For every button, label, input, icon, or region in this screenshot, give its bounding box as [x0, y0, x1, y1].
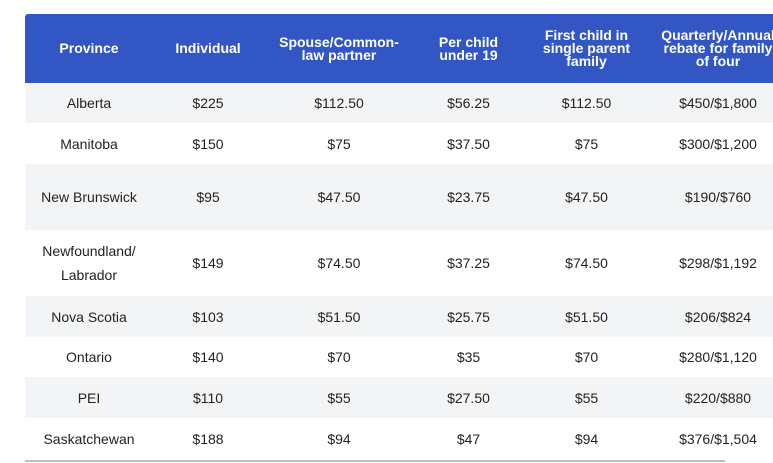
cell-rebate: $300/$1,200	[679, 135, 757, 152]
table-row: PEI $110 $55 $27.50 $55 $220/$880	[25, 377, 773, 418]
cell-first-child: $70	[574, 349, 599, 365]
header-spouse: Spouse/Common-law partner	[279, 33, 399, 63]
cell-rebate: $450/$1,800	[679, 95, 757, 111]
table-row: Manitoba $150 $75 $37.50 $75 $300/$1,200	[25, 123, 773, 164]
cell-first-child: $47.50	[565, 189, 608, 205]
cell-per-child: $35	[456, 349, 481, 365]
cell-first-child: $55	[574, 389, 599, 406]
cell-province: Ontario	[66, 349, 112, 365]
cell-rebate: $220/$880	[684, 389, 752, 406]
cell-province: Alberta	[66, 95, 112, 111]
header-individual: Individual	[175, 40, 241, 56]
cell-individual: $225	[192, 95, 224, 111]
cell-individual: $95	[196, 189, 220, 205]
rebate-table: Province Individual Spouse/Common-law pa…	[25, 14, 773, 459]
table-row: Alberta $225 $112.50 $56.25 $112.50 $450…	[25, 83, 773, 123]
cell-province: Saskatchewan	[43, 430, 135, 447]
table-header-row: Province Individual Spouse/Common-law pa…	[25, 14, 773, 83]
rebate-table-container: Province Individual Spouse/Common-law pa…	[25, 14, 773, 459]
cell-spouse: $51.50	[317, 308, 361, 325]
table-row: Nova Scotia $103 $51.50 $25.75 $51.50 $2…	[25, 296, 773, 337]
table-row: Ontario $140 $70 $35 $70 $280/$1,120	[25, 337, 773, 377]
header-rebate: Quarterly/Annual rebate for family of four	[661, 27, 773, 69]
cell-individual: $140	[192, 349, 224, 365]
cell-first-child: $74.50	[565, 255, 608, 271]
cell-individual: $110	[192, 389, 224, 406]
cell-individual: $150	[192, 135, 224, 152]
cell-rebate: $298/$1,192	[679, 255, 757, 271]
cell-per-child: $37.50	[447, 135, 490, 152]
cell-province: New Brunswick	[41, 189, 137, 205]
cell-per-child: $56.25	[447, 95, 490, 111]
cell-spouse: $94	[327, 430, 351, 447]
table-row: New Brunswick $95 $47.50 $23.75 $47.50 $…	[25, 164, 773, 230]
cell-spouse: $55	[327, 389, 351, 406]
cell-per-child: $37.25	[447, 255, 490, 271]
cell-province: Nova Scotia	[51, 308, 127, 325]
header-per-child: Per child under 19	[438, 33, 499, 63]
cell-individual: $103	[192, 308, 224, 325]
cell-rebate: $206/$824	[684, 308, 752, 325]
cell-rebate: $190/$760	[684, 189, 752, 205]
cell-first-child: $51.50	[565, 308, 608, 325]
cell-spouse: $75	[327, 135, 351, 152]
cell-first-child: $94	[574, 430, 599, 447]
table-row: Newfoundland/ Labrador $149 $74.50 $37.2…	[25, 230, 773, 296]
cell-spouse: $74.50	[317, 255, 361, 271]
header-province: Province	[59, 40, 119, 56]
cell-spouse: $70	[327, 349, 351, 365]
table-row: Saskatchewan $188 $94 $47 $94 $376/$1,50…	[25, 418, 773, 459]
cell-individual: $188	[192, 430, 224, 447]
cell-province: Newfoundland/ Labrador	[42, 243, 136, 283]
cell-per-child: $27.50	[447, 389, 490, 406]
cell-first-child: $75	[574, 135, 599, 152]
cell-individual: $149	[192, 255, 224, 271]
cell-per-child: $47	[456, 430, 481, 447]
cell-per-child: $23.75	[447, 189, 490, 205]
cell-province: Manitoba	[60, 135, 118, 152]
cell-per-child: $25.75	[447, 308, 490, 325]
cell-rebate: $376/$1,504	[679, 430, 757, 447]
cell-spouse: $112.50	[314, 95, 364, 111]
header-first-child: First child in single parent family	[542, 27, 631, 69]
bottom-divider	[25, 460, 725, 462]
cell-spouse: $47.50	[317, 189, 361, 205]
cell-first-child: $112.50	[561, 95, 612, 111]
cell-rebate: $280/$1,120	[679, 349, 757, 365]
cell-province: PEI	[77, 389, 101, 406]
